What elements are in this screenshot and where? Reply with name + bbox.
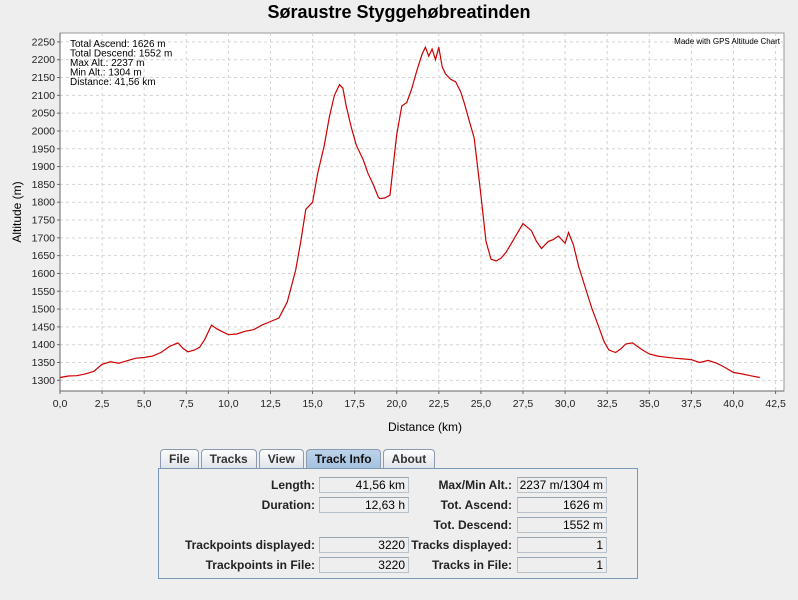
tab-tracks[interactable]: Tracks: [200, 449, 257, 469]
maxmin-alt-label: Max/Min Alt.:: [438, 478, 512, 492]
y-tick-label: 1300: [32, 375, 56, 387]
tracks-in-file-value: 1: [517, 557, 607, 573]
stats-max-alt: Max Alt.: 2237 m: [70, 58, 144, 69]
y-tick-label: 1350: [32, 357, 56, 369]
length-label: Length:: [271, 478, 315, 492]
tab-bar: File Tracks View Track Info About: [160, 449, 437, 469]
x-tick-label: 15,0: [302, 398, 323, 410]
tracks-displayed-value: 1: [517, 537, 607, 553]
trackpoints-in-file-label: Trackpoints in File:: [205, 558, 315, 572]
y-tick-label: 2100: [32, 90, 56, 102]
x-tick-label: 40,0: [723, 398, 744, 410]
altitude-chart: Søraustre Styggehøbreatinden 1300 1350 140…: [10, 2, 786, 434]
x-tick-label: 0,0: [53, 398, 68, 410]
x-tick-label: 42,5: [765, 398, 786, 410]
grid: [59, 33, 784, 391]
total-ascend-label: Tot. Ascend:: [440, 498, 512, 512]
stats-total-ascend: Total Ascend: 1626 m: [70, 39, 166, 50]
chart-title: Søraustre Styggehøbreatinden: [267, 2, 530, 22]
axes: [59, 33, 784, 392]
y-tick-label: 2250: [32, 36, 56, 48]
y-tick-label: 1750: [32, 215, 56, 227]
tab-view[interactable]: View: [258, 449, 304, 469]
x-tick-label: 7,5: [179, 398, 194, 410]
y-tick-label: 2200: [32, 54, 56, 66]
y-tick-label: 1650: [32, 250, 56, 262]
series-line-altitude: [59, 45, 760, 379]
x-tick-label: 22,5: [429, 398, 450, 410]
total-ascend-value: 1626 m: [517, 497, 607, 513]
y-tick-label: 2000: [32, 125, 56, 137]
tracks-displayed-label: Tracks displayed:: [411, 538, 512, 552]
x-tick-label: 10,0: [218, 398, 239, 410]
x-tick-label: 25,0: [471, 398, 492, 410]
tab-file[interactable]: File: [160, 449, 199, 469]
x-tick-label: 5,0: [137, 398, 152, 410]
trackpoints-displayed-label: Trackpoints displayed:: [184, 538, 315, 552]
y-tick-label: 1500: [32, 304, 56, 316]
total-descend-label: Tot. Descend:: [433, 518, 512, 532]
y-tick-label: 1900: [32, 161, 56, 173]
y-tick-label: 1400: [32, 339, 56, 351]
y-tick-label: 2050: [32, 108, 56, 120]
y-tick-label: 2150: [32, 72, 56, 84]
track-info-panel: Length: 41,56 km Max/Min Alt.: 2237 m/13…: [158, 468, 638, 579]
x-tick-label: 17,5: [344, 398, 365, 410]
stats-box: Total Ascend: 1626 m Total Descend: 1552…: [70, 39, 172, 88]
tab-track-info[interactable]: Track Info: [305, 449, 381, 469]
y-axis-ticks: 1300 1350 1400 1450 1500 1550 1600 1650 1700 1750…: [32, 36, 60, 387]
y-tick-label: 1700: [32, 232, 56, 244]
trackpoints-in-file-value: 3220: [319, 557, 409, 573]
maxmin-alt-value: 2237 m/1304 m: [517, 477, 607, 493]
chart-credit: Made with GPS Altitude Chart: [674, 37, 781, 46]
plot-area: [59, 32, 785, 392]
x-axis-ticks: 0,0 2,5 5,0 7,5 10,0 12,5 15,0 17,5 20,0 22,5 25,0…: [53, 391, 786, 410]
x-tick-label: 35,0: [639, 398, 660, 410]
x-axis-label: Distance (km): [388, 420, 462, 434]
length-value: 41,56 km: [319, 477, 409, 493]
duration-value: 12,63 h: [319, 497, 409, 513]
duration-label: Duration:: [261, 498, 315, 512]
y-tick-label: 1950: [32, 143, 56, 155]
stats-distance: Distance: 41,56 km: [70, 77, 156, 88]
x-tick-label: 30,0: [555, 398, 576, 410]
x-tick-label: 12,5: [260, 398, 281, 410]
trackpoints-displayed-value: 3220: [319, 537, 409, 553]
x-tick-label: 20,0: [387, 398, 408, 410]
total-descend-value: 1552 m: [517, 517, 607, 533]
stats-min-alt: Min Alt.: 1304 m: [70, 68, 142, 79]
x-tick-label: 27,5: [513, 398, 534, 410]
y-tick-label: 1800: [32, 197, 56, 209]
x-tick-label: 32,5: [597, 398, 618, 410]
y-tick-label: 1850: [32, 179, 56, 191]
stats-total-descend: Total Descend: 1552 m: [70, 49, 172, 60]
y-axis-label: Altitude (m): [10, 181, 24, 242]
x-tick-label: 2,5: [95, 398, 110, 410]
tab-about[interactable]: About: [382, 449, 436, 469]
tracks-in-file-label: Tracks in File:: [431, 558, 512, 572]
y-tick-label: 1550: [32, 286, 56, 298]
y-tick-label: 1450: [32, 321, 56, 333]
x-tick-label: 37,5: [681, 398, 702, 410]
y-tick-label: 1600: [32, 268, 56, 280]
